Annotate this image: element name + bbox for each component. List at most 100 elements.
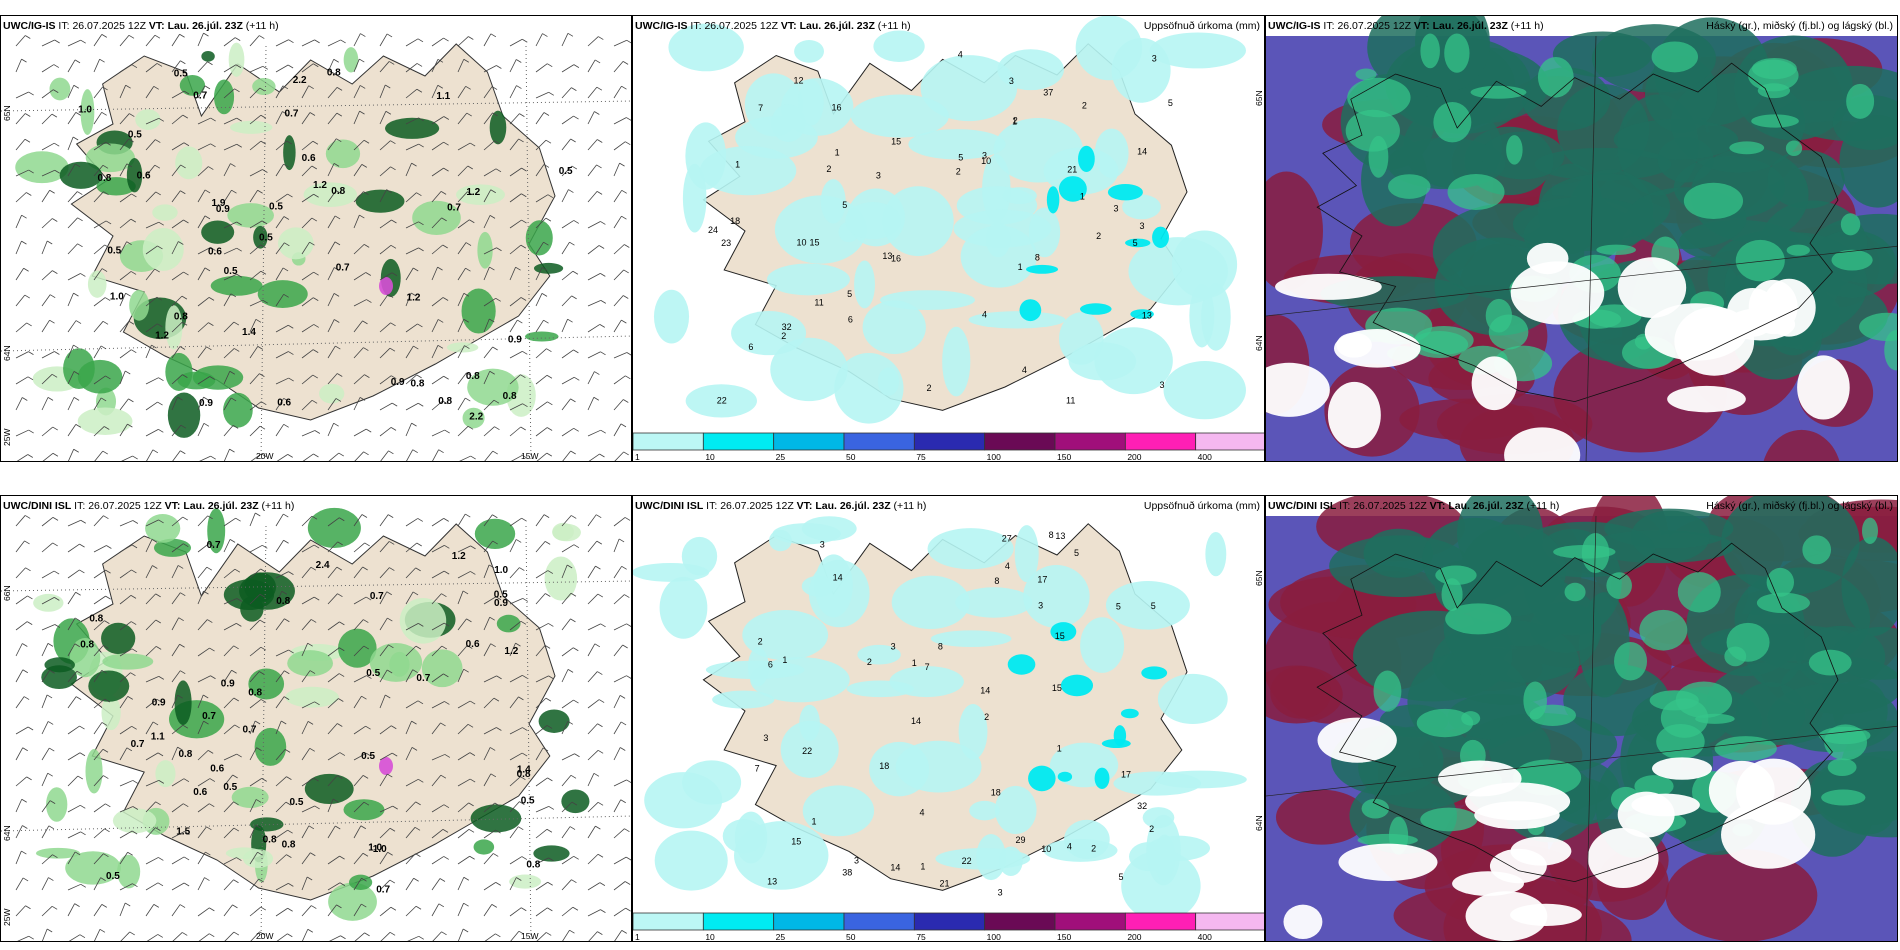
wind-barb-flag: [260, 906, 266, 911]
precip-value-label: 18: [879, 761, 889, 771]
precip-shade: [685, 384, 757, 418]
wind-barb-flag: [337, 373, 343, 377]
precip-shade: [77, 359, 123, 394]
precip-shade: [462, 407, 485, 429]
wind-barb: [197, 750, 209, 761]
wind-barb: [327, 723, 338, 735]
precip-value-label: 0.9: [494, 598, 508, 609]
wind-barb-flag: [391, 375, 397, 379]
wind-barb: [276, 454, 288, 461]
wind-barb: [353, 566, 363, 579]
land-area: [70, 43, 556, 421]
wind-barb-flag: [209, 778, 216, 782]
wind-barb-flag: [442, 244, 448, 249]
wind-barb-flag: [600, 429, 606, 434]
precip-value-label: 2: [867, 657, 872, 667]
wind-barb: [145, 646, 157, 657]
wind-barb-flag: [573, 349, 579, 354]
wind-barb: [587, 164, 597, 177]
wind-barb-flag: [389, 567, 395, 571]
low-cloud-edge: [1445, 603, 1512, 635]
wind-barb-flag: [233, 321, 240, 326]
wind-barb: [561, 241, 570, 255]
wind-barb-flag: [334, 215, 341, 220]
wind-barb: [405, 38, 419, 47]
wind-barb-flag: [363, 451, 369, 456]
wind-barb: [249, 299, 263, 307]
wind-barb-flag: [548, 857, 554, 862]
wind-barb-flag: [416, 374, 422, 379]
wind-barb: [41, 39, 55, 47]
low-cloud-edge: [1420, 807, 1478, 832]
wind-barb-flag: [361, 903, 367, 908]
wind-barb: [587, 300, 601, 307]
wind-barb: [145, 721, 154, 735]
wind-barb-flag: [418, 623, 424, 627]
wind-barb-flag: [361, 164, 368, 168]
wind-barb-flag: [600, 351, 606, 356]
wind-barb: [223, 598, 238, 605]
precip-value-label: 2: [1013, 116, 1018, 126]
wind-barb-flag: [438, 449, 444, 454]
precip-shade: [129, 289, 150, 321]
wind-barb-flag: [386, 591, 392, 596]
wind-barb: [327, 775, 338, 787]
wind-barb: [223, 568, 236, 579]
wind-barb: [353, 903, 362, 917]
wind-barb: [197, 189, 206, 203]
wind-barb: [509, 696, 519, 709]
wind-barb: [561, 398, 571, 411]
wind-barb: [197, 694, 204, 709]
wind-barb-flag: [390, 166, 396, 171]
wind-barb-flag: [203, 720, 209, 725]
wind-barb-flag: [567, 720, 574, 725]
colorbar-segment: [773, 912, 845, 931]
wind-barb-flag: [623, 295, 629, 299]
precip-shade: [654, 830, 728, 891]
wind-barb-flag: [99, 928, 106, 933]
colorbar-label: 25: [776, 932, 786, 942]
grid-line: [1585, 515, 1597, 941]
wind-barb-flag: [385, 84, 391, 89]
wind-barb: [15, 776, 27, 787]
wind-barb-flag: [229, 370, 235, 375]
wind-barb-flag: [286, 140, 292, 145]
wind-barb: [379, 725, 392, 735]
wind-barb: [197, 803, 210, 813]
wind-barb-flag: [389, 827, 396, 832]
wind-barb: [483, 318, 490, 333]
wind-barb-flag: [203, 422, 210, 427]
wind-barb: [146, 934, 159, 941]
wind-barb: [302, 929, 309, 941]
wind-barb: [275, 111, 283, 125]
wind-barb: [171, 592, 181, 605]
wind-barb-flag: [158, 377, 164, 382]
precip-value-label: 3: [1152, 54, 1157, 64]
wind-barb-flag: [234, 724, 240, 729]
wind-barb: [119, 520, 134, 527]
wind-barb-flag: [543, 319, 549, 324]
wind-barb-flag: [179, 346, 186, 350]
wind-barb: [41, 240, 48, 255]
wind-barb: [42, 452, 54, 461]
wind-barb-flag: [520, 776, 526, 781]
wind-barb: [145, 117, 159, 125]
wind-barb: [431, 518, 444, 527]
wind-barb: [587, 593, 599, 605]
wind-barb: [223, 645, 234, 657]
wind-barb: [171, 516, 184, 527]
wind-barb: [457, 645, 468, 657]
wind-barb-flag: [310, 852, 316, 857]
low-cloud-edge: [1766, 567, 1795, 597]
wind-barb: [457, 372, 467, 385]
precip-shade: [112, 808, 157, 834]
wind-barb: [431, 141, 444, 151]
wind-barb: [15, 322, 27, 333]
wind-barb-flag: [131, 725, 137, 730]
wind-barb: [197, 166, 209, 177]
wind-barb: [613, 319, 622, 333]
wind-barb-flag: [77, 243, 83, 248]
wind-barb: [250, 453, 262, 461]
wind-barb-flag: [365, 596, 372, 601]
wind-barb: [41, 928, 48, 941]
